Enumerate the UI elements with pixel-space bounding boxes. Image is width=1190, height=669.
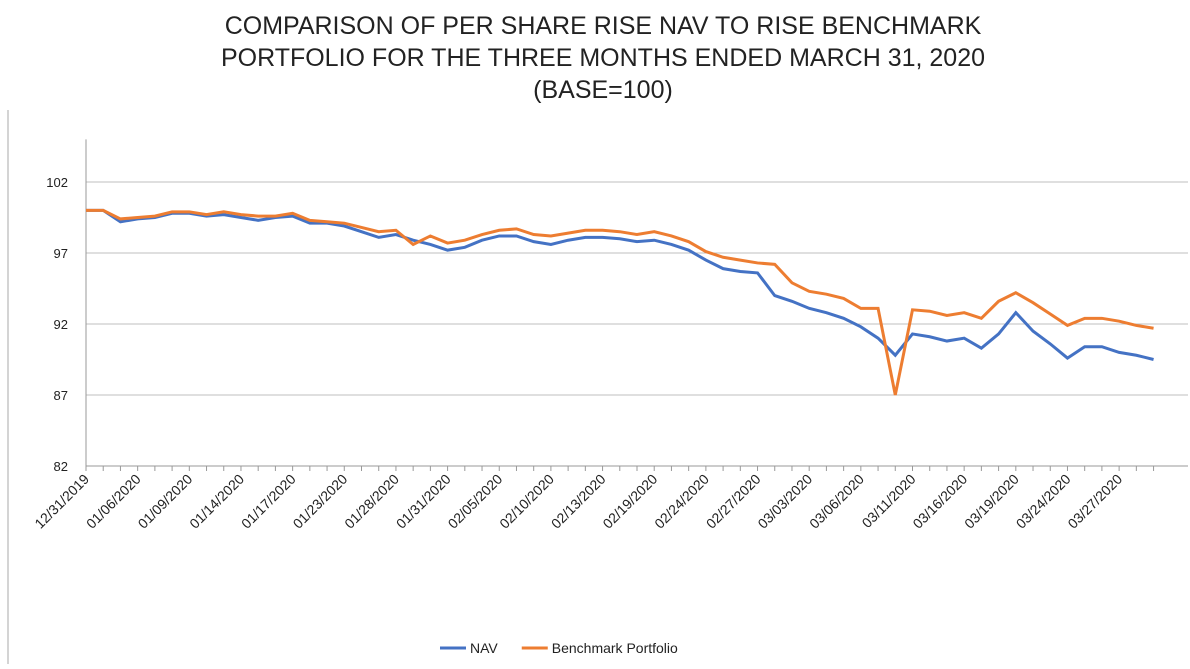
y-tick-label: 97 [54,246,68,261]
y-tick-label: 82 [54,459,68,474]
chart-title: COMPARISON OF PER SHARE RISE NAV TO RISE… [225,12,982,40]
legend-label: NAV [470,640,498,656]
chart-title: PORTFOLIO FOR THE THREE MONTHS ENDED MAR… [221,44,985,72]
y-tick-label: 87 [54,388,68,403]
y-tick-label: 92 [54,317,68,332]
line-series [86,208,1154,396]
y-tick-label: 102 [46,175,68,190]
chart-title: (BASE=100) [533,76,673,104]
line-series [86,208,1154,361]
legend-label: Benchmark Portfolio [552,640,678,656]
